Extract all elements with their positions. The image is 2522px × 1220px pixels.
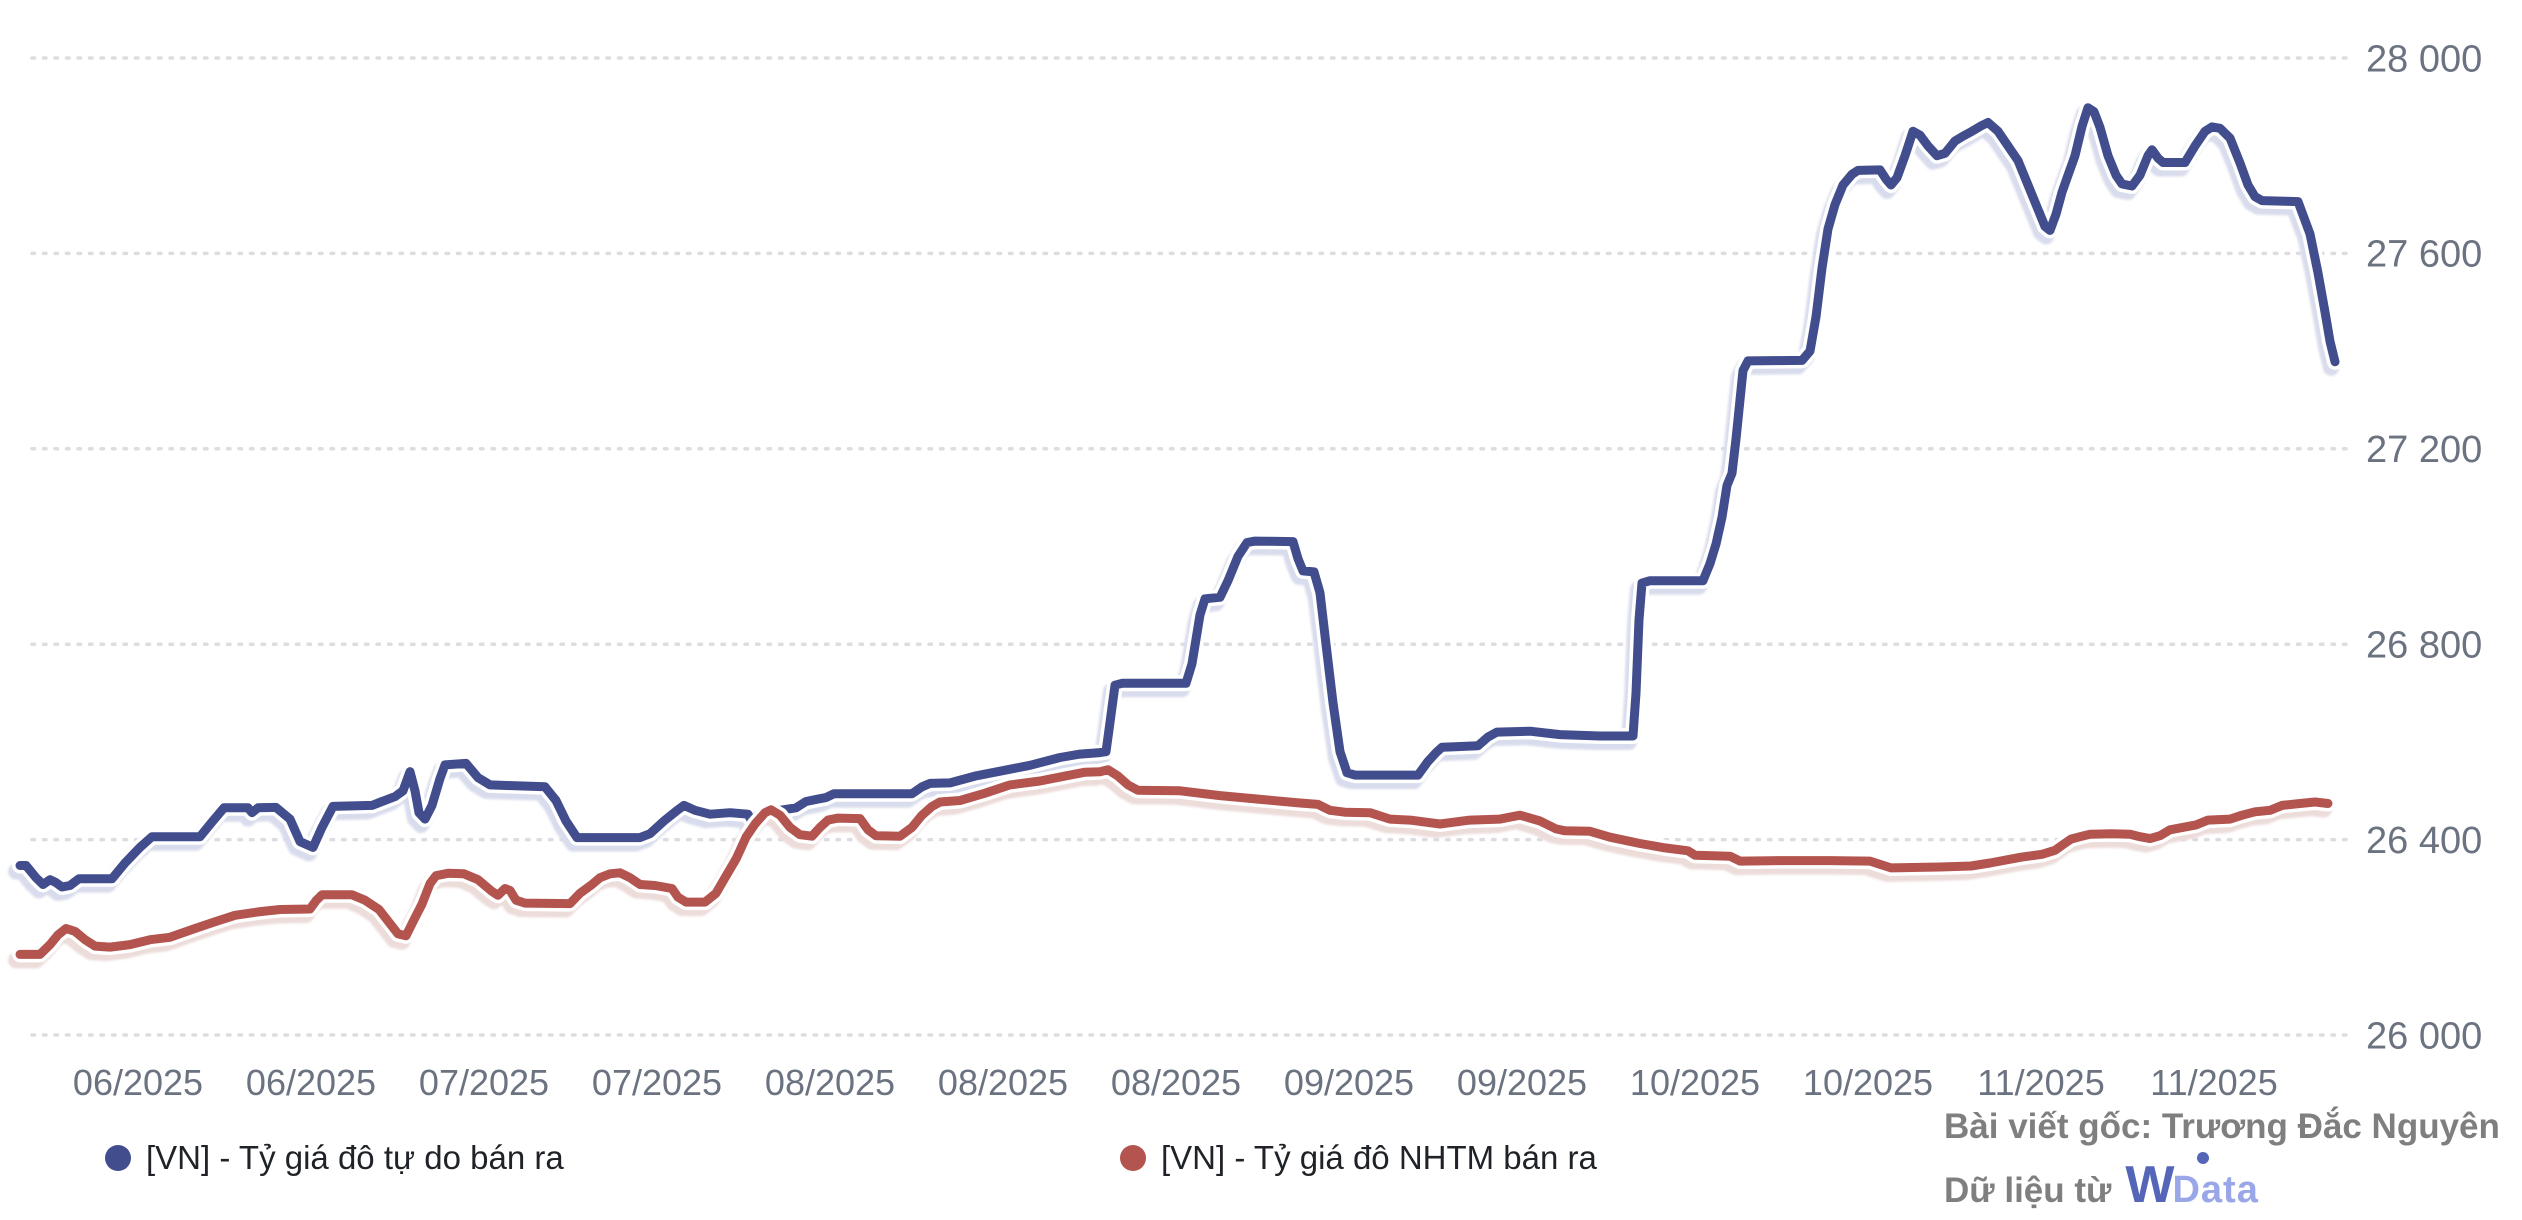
y-axis-tick-label: 28 000 (2366, 38, 2482, 80)
y-axis-tick-label: 26 400 (2366, 820, 2482, 862)
series-1 (12, 761, 2336, 963)
x-axis-tick-label: 10/2025 (1630, 1062, 1760, 1103)
y-axis-tick-label: 26 000 (2366, 1015, 2482, 1057)
legend-label: [VN] - Tỷ giá đô NHTM bán ra (1161, 1139, 1597, 1176)
series-line (15, 103, 2340, 892)
legend-item-free-market-rate[interactable]: [VN] - Tỷ giá đô tự do bán ra (105, 1136, 564, 1180)
y-axis-tick-label: 27 600 (2366, 234, 2482, 276)
x-axis-tick-label: 08/2025 (938, 1062, 1068, 1103)
x-axis-tick-label: 06/2025 (73, 1062, 203, 1103)
attribution-author-text: Bài viết gốc: Trương Đắc Nguyên (1944, 1107, 2500, 1146)
legend-item-bank-rate[interactable]: [VN] - Tỷ giá đô NHTM bán ra (1120, 1136, 1597, 1180)
series-lines (12, 99, 2343, 963)
gridlines (30, 56, 2350, 1037)
attribution-source: Dữ liệu từ W Data (1944, 1150, 2500, 1220)
x-axis-tick-label: 07/2025 (592, 1062, 722, 1103)
legend-dot-icon (105, 1145, 131, 1171)
attribution-block: Bài viết gốc: Trương Đắc Nguyên Dữ liệu … (1944, 1098, 2500, 1220)
x-axis-tick-label: 07/2025 (419, 1062, 549, 1103)
x-axis-tick-label: 08/2025 (765, 1062, 895, 1103)
widata-logo-data: Data (2172, 1169, 2259, 1211)
widata-logo: W Data (2125, 1150, 2259, 1220)
x-axis-tick-label: 08/2025 (1111, 1062, 1241, 1103)
series-line (15, 765, 2333, 959)
x-axis-tick-label: 10/2025 (1803, 1062, 1933, 1103)
series-0 (12, 99, 2343, 895)
x-axis-tick-label: 11/2025 (1977, 1062, 2104, 1103)
x-axis-tick-labels: 06/2025 06/2025 07/2025 07/2025 08/2025 08/20… (73, 1062, 2278, 1103)
attribution-author: Bài viết gốc: Trương Đắc Nguyên (1944, 1098, 2500, 1156)
x-axis-tick-label: 09/2025 (1457, 1062, 1587, 1103)
series-line-casing (12, 99, 2343, 895)
widata-logo-w: W (2125, 1156, 2174, 1214)
attribution-source-text: Dữ liệu từ (1944, 1171, 2112, 1210)
legend-dot-icon (1120, 1145, 1146, 1171)
x-axis-tick-label: 09/2025 (1284, 1062, 1414, 1103)
x-axis-tick-label: 11/2025 (2150, 1062, 2277, 1103)
y-axis-tick-label: 26 800 (2366, 625, 2482, 667)
y-axis-tick-labels: 26 000 26 400 26 800 27 200 27 600 28 000 (2366, 38, 2482, 1057)
x-axis-tick-label: 06/2025 (246, 1062, 376, 1103)
y-axis-tick-label: 27 200 (2366, 429, 2482, 471)
legend-label: [VN] - Tỷ giá đô tự do bán ra (146, 1139, 564, 1176)
